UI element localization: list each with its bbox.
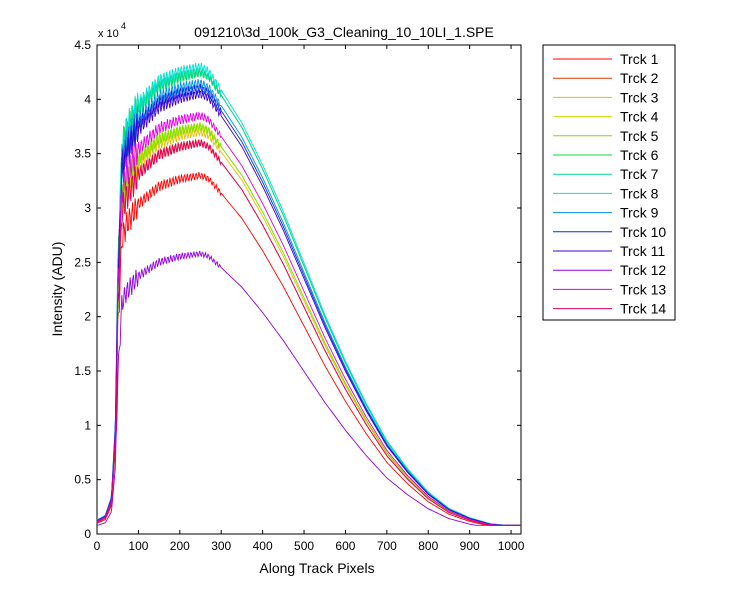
series-line <box>96 138 521 526</box>
series-line <box>96 62 521 526</box>
y-tick-label: 4 <box>84 92 91 106</box>
y-multiplier: x 10 4 <box>98 21 126 40</box>
legend-label: Trck 8 <box>620 185 659 201</box>
x-tick-label: 1000 <box>498 539 525 553</box>
legend-label: Trck 9 <box>620 205 659 221</box>
legend-label: Trck 7 <box>620 166 659 182</box>
series-line <box>96 90 521 526</box>
legend-label: Trck 6 <box>620 147 659 163</box>
x-tick-label: 600 <box>335 539 355 553</box>
legend-label: Trck 5 <box>620 128 659 144</box>
y-tick-label: 3.5 <box>74 147 91 161</box>
y-tick-label: 1.5 <box>74 364 91 378</box>
chart-title: 091210\3d_100k_G3_Cleaning_10_10LI_1.SPE <box>194 24 494 40</box>
legend-label: Trck 14 <box>620 301 666 317</box>
legend-label: Trck 2 <box>620 70 659 86</box>
plot-area: 0 100 200 300 400 500 600 700 800 900 1000 0 0.5 1 1.… <box>74 38 524 553</box>
legend-items: Trck 1 Trck 2 Trck 3 Trck 4 Trck 5 Trck 6 Trck… <box>553 51 666 317</box>
legend: Trck 1 Trck 2 Trck 3 Trck 4 Trck 5 Trck 6 Trck… <box>542 44 676 321</box>
y-tick-label: 1 <box>84 418 91 432</box>
x-tick-label: 900 <box>460 539 480 553</box>
y-multiplier-base: x 10 <box>98 28 119 40</box>
legend-label: Trck 3 <box>620 89 659 105</box>
legend-box <box>542 44 676 321</box>
x-tick-label: 0 <box>94 539 101 553</box>
x-tick-label: 100 <box>128 539 148 553</box>
x-axis-label: Along Track Pixels <box>259 560 374 576</box>
series-line <box>96 121 521 526</box>
x-tick-label: 200 <box>170 539 190 553</box>
x-tick-label: 500 <box>294 539 314 553</box>
series-line <box>96 172 521 526</box>
series-line <box>97 250 521 526</box>
x-tick-label: 800 <box>418 539 438 553</box>
legend-label: Trck 4 <box>620 109 659 125</box>
y-multiplier-exponent: 4 <box>121 21 126 31</box>
x-tick-label: 700 <box>377 539 397 553</box>
y-tick-label: 0.5 <box>74 473 91 487</box>
y-axis-ticks: 0 0.5 1 1.5 2 2.5 3 3.5 4 4.5 <box>74 38 521 541</box>
x-tick-label: 400 <box>253 539 273 553</box>
legend-label: Trck 11 <box>620 243 665 259</box>
legend-label: Trck 1 <box>620 51 659 67</box>
legend-label: Trck 10 <box>620 224 666 240</box>
y-tick-label: 4.5 <box>74 38 91 52</box>
y-tick-label: 2.5 <box>74 255 91 269</box>
x-axis-ticks: 0 100 200 300 400 500 600 700 800 900 1000 <box>94 45 525 553</box>
y-axis-label: Intensity (ADU) <box>49 242 65 337</box>
y-tick-label: 0 <box>84 527 91 541</box>
series-line <box>96 111 521 526</box>
y-tick-label: 2 <box>84 310 91 324</box>
series-layer <box>96 62 521 526</box>
y-tick-label: 3 <box>84 201 91 215</box>
x-tick-label: 300 <box>211 539 231 553</box>
legend-label: Trck 13 <box>620 281 666 297</box>
legend-label: Trck 12 <box>620 262 666 278</box>
